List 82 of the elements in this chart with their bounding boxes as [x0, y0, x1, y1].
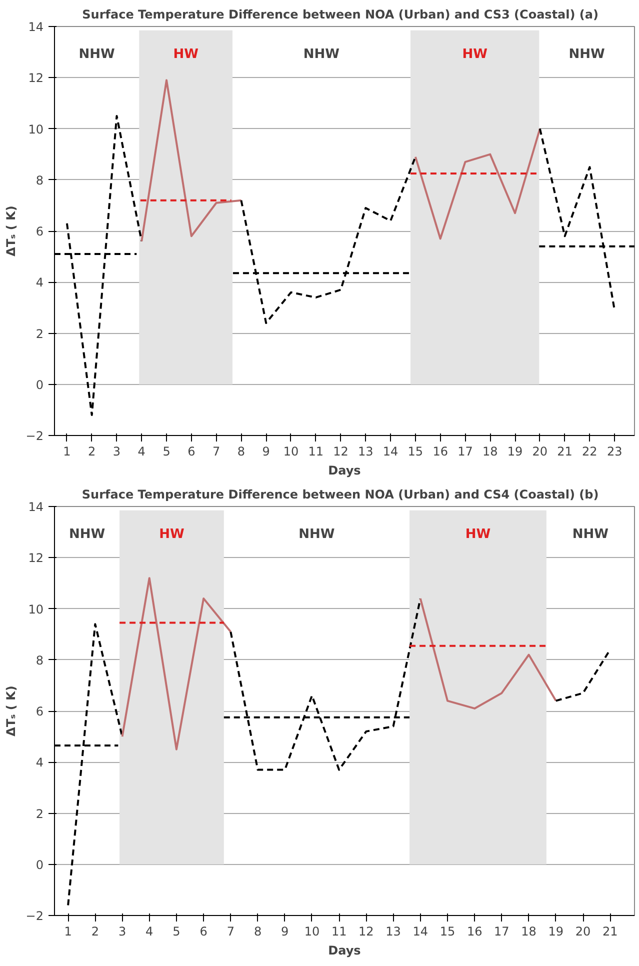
x-tick-label: 3 [118, 924, 126, 938]
y-tick-label: 2 [36, 326, 44, 341]
x-tick-label: 2 [88, 444, 96, 458]
y-tick-label: 0 [36, 858, 44, 872]
y-tick-label: 6 [36, 704, 44, 718]
y-tick-label: 6 [36, 224, 44, 238]
line-series [140, 79, 242, 242]
x-tick-label: 23 [606, 444, 622, 458]
x-tick-label: 4 [138, 444, 146, 458]
x-tick-label: 15 [408, 444, 424, 458]
x-tick-label: 9 [281, 924, 289, 938]
y-tick-label: 10 [28, 122, 44, 136]
y-tick-label: 14 [28, 20, 44, 34]
band-label: HW [465, 527, 491, 542]
x-tick-label: 16 [432, 444, 448, 458]
annotation: NHW [298, 527, 335, 542]
band-label: HW [173, 47, 198, 62]
x-tick-label: 14 [412, 924, 428, 938]
x-tick-label: 7 [212, 444, 220, 458]
y-tick-label: −2 [26, 909, 44, 923]
y-tick-label: 4 [36, 756, 44, 770]
x-axis-title: Days [328, 464, 361, 478]
x-axis-title: Days [328, 944, 361, 958]
x-tick-label: 12 [333, 444, 348, 458]
y-tick-label: 0 [36, 378, 44, 392]
x-tick-label: 17 [458, 444, 473, 458]
x-tick-label: 21 [557, 444, 572, 458]
y-tick-label: 12 [28, 551, 44, 566]
x-tick-label: 15 [440, 924, 456, 938]
y-tick-label: 12 [28, 71, 44, 86]
x-tick-label: 7 [226, 924, 234, 938]
x-tick-label: 21 [602, 924, 618, 938]
y-tick-label: −2 [26, 429, 44, 443]
annotation: NHW [303, 47, 340, 62]
x-tick-label: 6 [188, 444, 196, 458]
x-tick-label: 1 [64, 924, 72, 938]
x-tick-label: 3 [112, 444, 121, 458]
x-tick-label: 13 [386, 924, 401, 938]
line-series [419, 598, 557, 710]
x-tick-label: 8 [254, 924, 262, 938]
x-tick-label: 11 [308, 444, 324, 458]
x-tick-label: 17 [494, 924, 510, 938]
x-tick-label: 10 [283, 444, 299, 458]
y-tick-label: 4 [36, 276, 44, 290]
x-tick-label: 5 [162, 444, 170, 458]
x-tick-label: 18 [521, 924, 536, 938]
x-tick-label: 11 [331, 924, 347, 938]
x-tick-label: 22 [582, 444, 598, 458]
y-axis-title: ΔTₛ ( K) [4, 206, 18, 256]
chart-title: Surface Temperature Difference between NOA (Urban) and CS4 (Coastal) (b) [82, 488, 599, 502]
x-tick-label: 19 [507, 444, 523, 458]
x-tick-label: 6 [200, 924, 208, 938]
x-tick-label: 1 [63, 444, 71, 458]
chart-title: Surface Temperature Difference between NOA (Urban) and CS3 (Coastal) (a) [82, 8, 598, 22]
y-tick-label: 2 [36, 806, 44, 821]
line-series [414, 128, 541, 240]
y-tick-label: 10 [28, 602, 44, 616]
band-label: HW [159, 527, 184, 542]
x-tick-label: 10 [304, 924, 320, 938]
x-tick-label: 18 [482, 444, 498, 458]
x-tick-label: 14 [382, 444, 398, 458]
x-tick-label: 19 [548, 924, 564, 938]
x-tick-label: 16 [466, 924, 482, 938]
x-tick-label: 2 [91, 924, 99, 938]
annotation: NHW [68, 527, 106, 542]
y-axis-title: ΔTₛ ( K) [4, 686, 18, 736]
y-tick-label: 14 [28, 500, 44, 514]
x-tick-label: 20 [532, 444, 548, 458]
line-series [121, 577, 232, 750]
y-tick-label: 8 [36, 653, 44, 668]
x-tick-label: 12 [358, 924, 374, 938]
x-tick-label: 8 [237, 444, 246, 458]
y-tick-label: 8 [36, 173, 44, 188]
annotation: NHW [78, 47, 115, 62]
annotation: NHW [568, 47, 605, 62]
x-tick-label: 13 [358, 444, 374, 458]
x-tick-label: 20 [575, 924, 591, 938]
band-label: HW [462, 47, 488, 62]
x-tick-label: 5 [172, 924, 180, 938]
x-tick-label: 9 [262, 444, 270, 458]
annotation: NHW [572, 527, 609, 542]
x-tick-label: 4 [146, 924, 154, 938]
